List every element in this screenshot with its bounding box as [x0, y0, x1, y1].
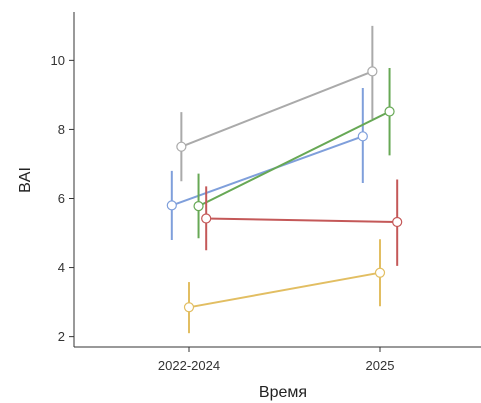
data-point: [367, 66, 378, 77]
y-tick-label: 8: [58, 122, 65, 137]
x-axis-title: Время: [259, 384, 307, 401]
series-5: [183, 239, 386, 334]
series-line: [181, 70, 373, 148]
data-point: [384, 106, 395, 117]
data-point: [374, 267, 386, 278]
y-axis-ticks: 2 4 6 8 10: [51, 53, 74, 344]
x-tick-label: 2022-2024: [158, 358, 220, 373]
series-1: [176, 25, 378, 182]
data-point: [166, 200, 177, 211]
axes: [73, 12, 481, 348]
x-tick-label: 2025: [366, 358, 395, 373]
series-3: [193, 67, 395, 239]
data-point: [392, 216, 403, 228]
series-line: [198, 110, 391, 207]
x-axis-ticks: 2022-2024 2025: [158, 347, 395, 373]
data-point: [201, 213, 212, 224]
series-4: [201, 179, 403, 266]
data-point: [193, 200, 204, 212]
y-tick-label: 2: [58, 329, 65, 344]
y-tick-label: 6: [58, 191, 65, 206]
series-line: [171, 135, 364, 207]
series-line: [206, 217, 398, 223]
series-line: [188, 271, 381, 309]
data-point: [183, 302, 195, 313]
data-point: [176, 141, 187, 152]
series-group: [166, 25, 403, 334]
data-point: [357, 131, 368, 142]
y-tick-label: 4: [58, 260, 65, 275]
series-2: [166, 87, 368, 240]
y-tick-label: 10: [51, 53, 65, 68]
y-axis-title: BAI: [17, 167, 34, 193]
